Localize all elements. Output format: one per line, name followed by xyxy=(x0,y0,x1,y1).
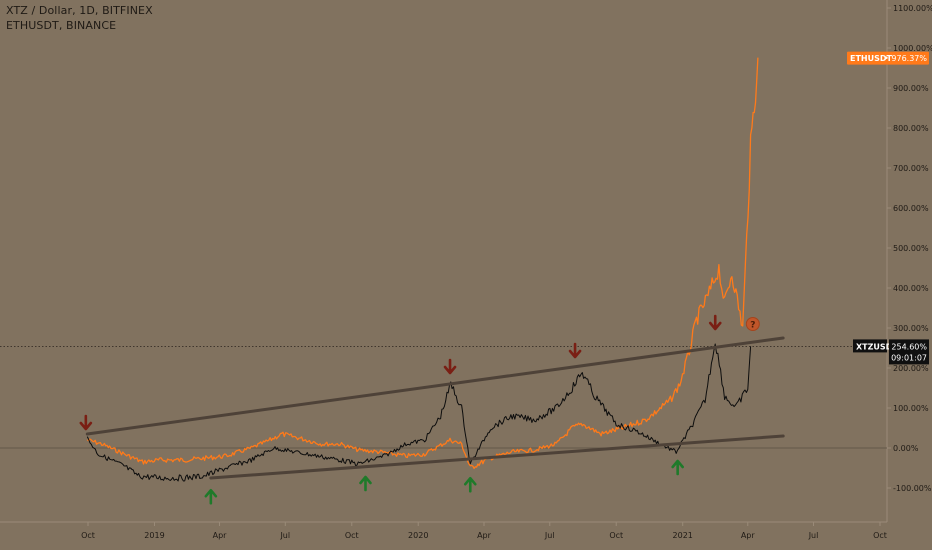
x-tick-label: 2020 xyxy=(408,531,428,540)
down-arrow-icon-shape xyxy=(443,358,457,375)
eth-price-label-bg xyxy=(847,51,929,65)
x-tick-label: Jul xyxy=(279,531,290,540)
question-badge-icon xyxy=(745,317,760,331)
y-tick-label: 500.00% xyxy=(893,244,929,253)
series-line-xtzusd xyxy=(86,343,752,482)
eth-symbol-label: ETHUSDT xyxy=(850,54,893,63)
down-arrow-icon xyxy=(443,358,457,375)
y-tick-label: 100.00% xyxy=(893,404,929,413)
up-arrow-icon-shape xyxy=(671,459,684,476)
x-tick-label: Apr xyxy=(741,531,756,540)
x-tick-label: Jul xyxy=(808,531,819,540)
compare-symbol-title[interactable]: ETHUSDT, BINANCE xyxy=(6,19,117,32)
trendline-lower xyxy=(209,434,785,480)
xtz-symbol-label: XTZUSD xyxy=(856,342,893,351)
x-tick-label: Oct xyxy=(345,531,359,540)
y-tick-label: 400.00% xyxy=(893,284,929,293)
down-arrow-icon-shape xyxy=(708,314,722,331)
x-tick-label: Apr xyxy=(213,531,228,540)
question-mark-text: ? xyxy=(750,321,755,331)
x-axis[interactable]: Oct 2019 Apr Jul Oct 2020 Apr Jul Oct 2021 Apr Jul O… xyxy=(0,521,887,540)
down-arrow-icon-shape xyxy=(568,342,582,359)
y-tick-label: 0.00% xyxy=(893,444,919,453)
y-tick-label: -100.00% xyxy=(893,484,932,493)
up-arrow-icon-shape xyxy=(463,476,477,493)
series-lines xyxy=(0,57,887,482)
y-tick-label: 700.00% xyxy=(893,164,929,173)
down-arrow-icon xyxy=(708,314,722,331)
eth-percent-label: • 976.37% xyxy=(884,54,927,63)
up-arrow-icon xyxy=(204,488,218,505)
x-tick-label: 2019 xyxy=(144,531,164,540)
price-labels: ETHUSDT• 976.37% XTZUSD 254.60% 09:01:07 xyxy=(847,51,929,365)
up-arrow-icon-shape xyxy=(204,488,218,505)
down-arrow-icon-shape xyxy=(79,414,93,431)
x-tick-label: Jul xyxy=(544,531,555,540)
y-tick-label: 200.00% xyxy=(893,364,929,373)
y-tick-label: 1000.00% xyxy=(893,44,932,53)
y-axis[interactable]: 1100.00% 1000.00% 900.00% 800.00% 700.00% 600… xyxy=(886,0,932,522)
up-arrow-icon xyxy=(671,459,684,476)
xtz-symbol-label-bg xyxy=(853,339,887,353)
x-tick-label: Oct xyxy=(81,531,95,540)
annotations: ? xyxy=(79,314,785,505)
up-arrow-icon xyxy=(359,475,372,492)
series-line-ethusdt xyxy=(87,57,759,470)
x-tick-label: Apr xyxy=(477,531,492,540)
xtz-price-label-bg xyxy=(889,339,929,365)
y-tick-label: 900.00% xyxy=(893,84,929,93)
up-arrow-icon xyxy=(463,476,477,493)
main-symbol-title[interactable]: XTZ / Dollar, 1D, BITFINEX xyxy=(6,4,153,17)
y-tick-label: 300.00% xyxy=(893,324,929,333)
x-tick-label: 2021 xyxy=(673,531,693,540)
x-tick-label: Oct xyxy=(873,531,887,540)
down-arrow-icon xyxy=(568,342,582,359)
trendline-upper xyxy=(85,336,785,436)
y-tick-label: 1100.00% xyxy=(893,4,932,13)
xtz-countdown-label: 09:01:07 xyxy=(891,353,927,362)
up-arrow-icon-shape xyxy=(359,475,372,492)
y-tick-label: 600.00% xyxy=(893,204,929,213)
xtz-percent-label: 254.60% xyxy=(891,342,927,351)
down-arrow-icon xyxy=(79,414,93,431)
x-tick-label: Oct xyxy=(609,531,623,540)
y-tick-label: 800.00% xyxy=(893,124,929,133)
